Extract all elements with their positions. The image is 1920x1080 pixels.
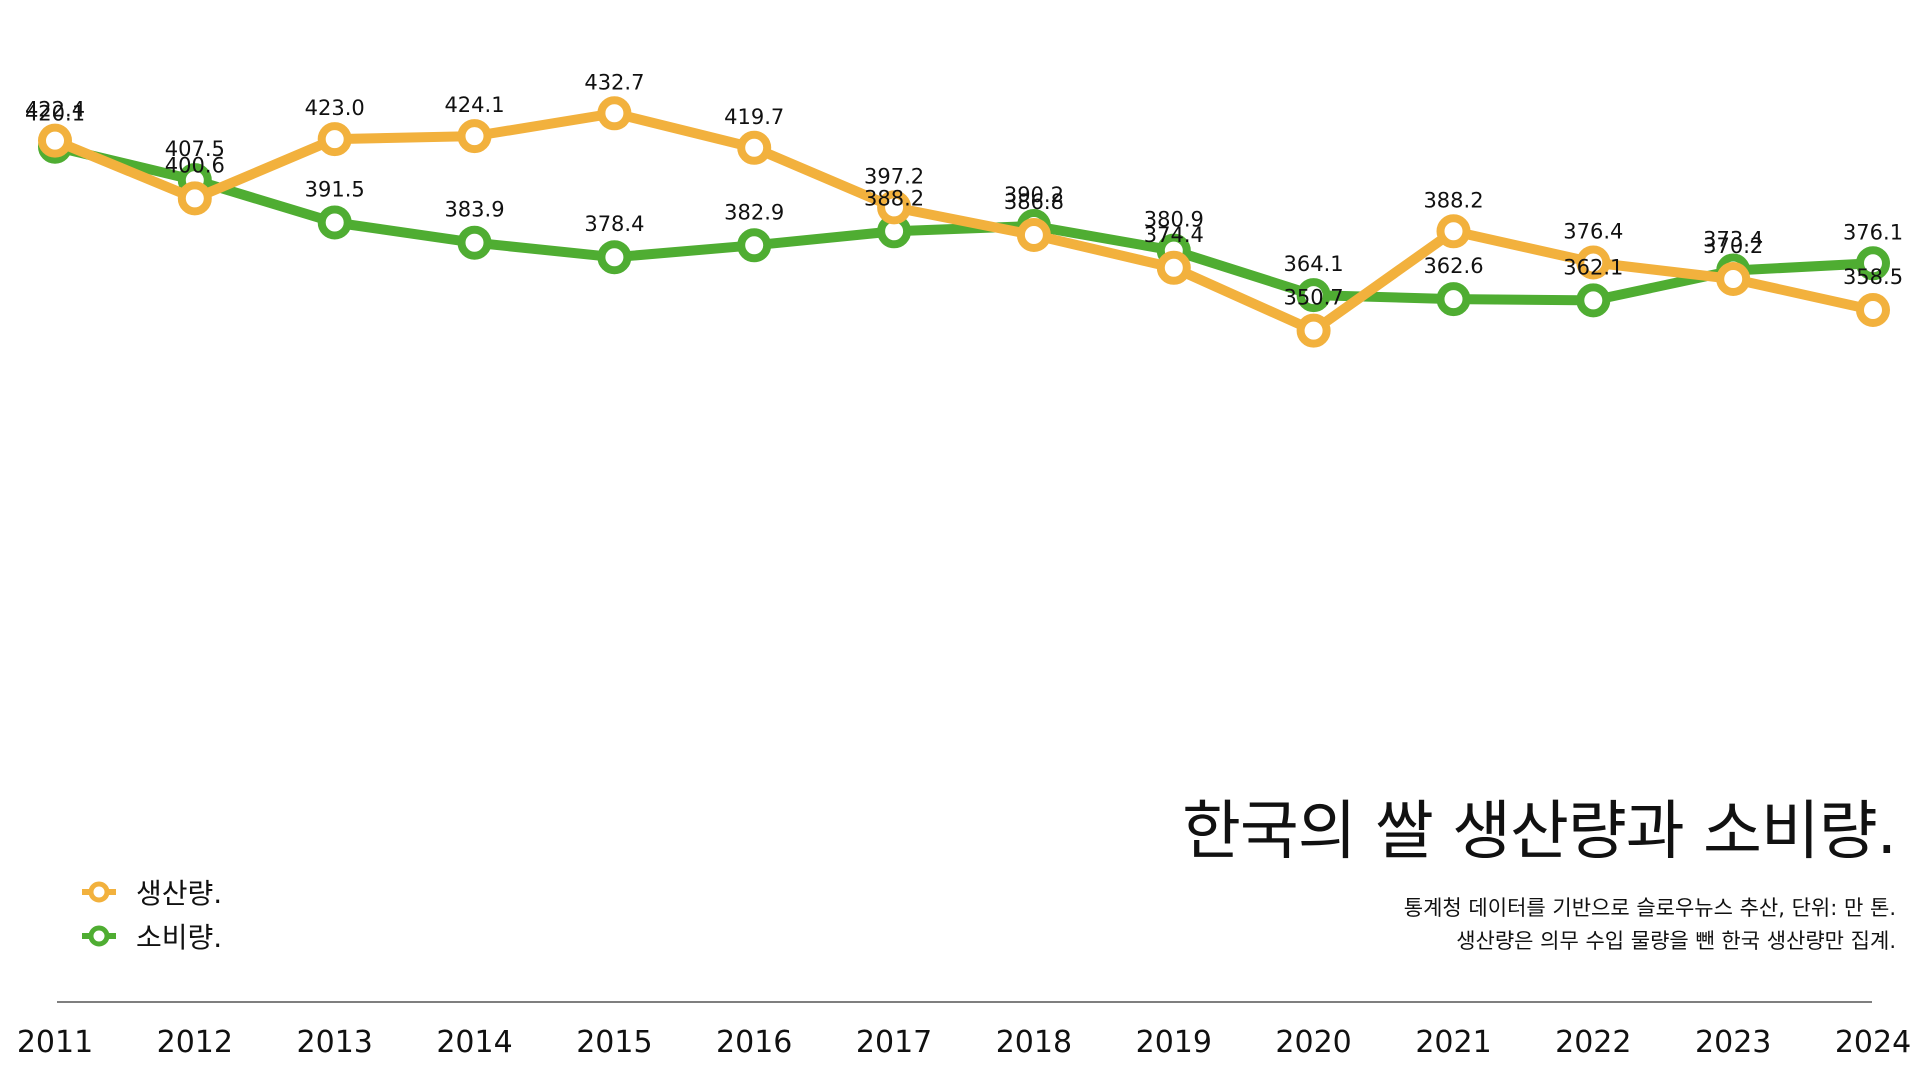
data-point-production-2019 bbox=[1156, 250, 1191, 285]
data-point-consumption-2014 bbox=[457, 225, 492, 260]
series-line-production bbox=[50, 108, 1878, 336]
data-point-production-2024 bbox=[1856, 293, 1890, 327]
data-label-production-2015: 432.7 bbox=[584, 70, 644, 94]
x-tick-label-2013: 2013 bbox=[297, 1025, 373, 1060]
series-layer bbox=[38, 96, 1890, 348]
data-point-consumption-2013 bbox=[317, 205, 352, 240]
x-tick-label-2020: 2020 bbox=[1275, 1025, 1351, 1060]
data-label-consumption-2014: 383.9 bbox=[444, 198, 504, 222]
data-point-consumption-2015 bbox=[597, 240, 632, 275]
data-label-production-2019: 374.4 bbox=[1144, 223, 1204, 247]
data-label-consumption-2021: 362.6 bbox=[1423, 254, 1483, 278]
data-label-production-2020: 350.7 bbox=[1284, 286, 1344, 310]
data-label-consumption-2011: 420.1 bbox=[25, 102, 85, 126]
x-tick-label-2024: 2024 bbox=[1835, 1025, 1911, 1060]
series-line-consumption bbox=[50, 141, 1878, 306]
data-point-production-2011 bbox=[38, 123, 72, 158]
data-point-consumption-2016 bbox=[737, 228, 772, 263]
data-point-production-2014 bbox=[457, 119, 492, 154]
data-label-consumption-2018: 390.2 bbox=[1004, 183, 1064, 207]
data-label-production-2012: 400.6 bbox=[165, 153, 225, 177]
chart-subtitle-line-1: 통계청 데이터를 기반으로 슬로우뉴스 추산, 단위: 만 톤. bbox=[1403, 896, 1896, 920]
data-point-production-2023 bbox=[1716, 262, 1751, 296]
data-label-consumption-2020: 364.1 bbox=[1284, 252, 1344, 276]
data-label-production-2013: 423.0 bbox=[305, 96, 365, 120]
x-tick-label-2018: 2018 bbox=[996, 1025, 1072, 1060]
legend-swatch-production bbox=[82, 881, 116, 903]
chart-subtitle-line-2: 생산량은 의무 수입 물량을 뺀 한국 생산량만 집계. bbox=[1456, 929, 1896, 953]
data-point-production-2022 bbox=[1576, 245, 1611, 280]
title-block: 한국의 쌀 생산량과 소비량. 통계청 데이터를 기반으로 슬로우뉴스 추산, … bbox=[1181, 795, 1897, 958]
data-point-consumption-2021 bbox=[1436, 282, 1471, 317]
x-tick-label-2012: 2012 bbox=[157, 1025, 233, 1060]
data-label-production-2011: 422.4 bbox=[25, 98, 85, 122]
legend-item-production: 생산량. bbox=[82, 870, 222, 914]
data-label-production-2017: 397.2 bbox=[864, 164, 924, 188]
x-tick-label-2022: 2022 bbox=[1555, 1025, 1631, 1060]
data-label-production-2023: 370.2 bbox=[1703, 234, 1763, 258]
data-label-consumption-2017: 388.2 bbox=[864, 186, 924, 210]
chart-title: 한국의 쌀 생산량과 소비량. bbox=[1181, 795, 1897, 869]
data-point-production-2018 bbox=[1016, 218, 1051, 252]
data-label-consumption-2023: 373.4 bbox=[1703, 228, 1763, 252]
data-label-consumption-2012: 407.5 bbox=[165, 137, 225, 161]
data-label-production-2016: 419.7 bbox=[724, 105, 784, 129]
data-label-production-2014: 424.1 bbox=[444, 93, 504, 117]
data-label-production-2021: 388.2 bbox=[1423, 188, 1483, 212]
legend-item-consumption: 소비량. bbox=[82, 914, 222, 958]
data-point-production-2012 bbox=[177, 181, 212, 216]
data-label-consumption-2019: 380.9 bbox=[1144, 208, 1204, 232]
data-label-production-2022: 376.4 bbox=[1563, 220, 1623, 244]
data-point-consumption-2020 bbox=[1296, 278, 1331, 313]
series-production bbox=[38, 96, 1890, 348]
x-tick-label-2014: 2014 bbox=[436, 1025, 512, 1060]
data-label-consumption-2015: 378.4 bbox=[584, 212, 644, 236]
data-point-production-2017 bbox=[877, 190, 912, 225]
data-label-production-2024: 358.5 bbox=[1843, 265, 1903, 289]
data-point-production-2020 bbox=[1296, 313, 1331, 348]
data-point-consumption-2024 bbox=[1856, 246, 1890, 281]
x-tick-label-2015: 2015 bbox=[576, 1025, 652, 1060]
legend-swatch-consumption bbox=[82, 925, 116, 947]
x-tick-label-2016: 2016 bbox=[716, 1025, 792, 1060]
data-label-consumption-2022: 362.1 bbox=[1563, 255, 1623, 279]
data-point-consumption-2022 bbox=[1576, 283, 1611, 318]
x-tick-label-2019: 2019 bbox=[1136, 1025, 1212, 1060]
data-label-consumption-2013: 391.5 bbox=[305, 178, 365, 202]
data-point-production-2016 bbox=[737, 130, 772, 165]
data-label-production-2018: 386.8 bbox=[1004, 190, 1064, 214]
legend: 생산량. 소비량. bbox=[82, 870, 222, 958]
x-tick-label-2021: 2021 bbox=[1415, 1025, 1491, 1060]
data-point-production-2015 bbox=[597, 96, 632, 131]
x-tick-label-2011: 2011 bbox=[17, 1025, 93, 1060]
data-label-consumption-2016: 382.9 bbox=[724, 200, 784, 224]
legend-label-production: 생산량. bbox=[136, 877, 223, 910]
x-axis-ticks: 2011 2012 2013 2014 2015 2016 2017 2018 2019 2020… bbox=[17, 1025, 1911, 1060]
data-label-consumption-2024: 376.1 bbox=[1843, 220, 1903, 244]
x-tick-label-2023: 2023 bbox=[1695, 1025, 1771, 1060]
legend-label-consumption: 소비량. bbox=[136, 921, 223, 954]
data-point-production-2021 bbox=[1436, 214, 1471, 249]
x-tick-label-2017: 2017 bbox=[856, 1025, 932, 1060]
data-point-production-2013 bbox=[317, 122, 352, 157]
